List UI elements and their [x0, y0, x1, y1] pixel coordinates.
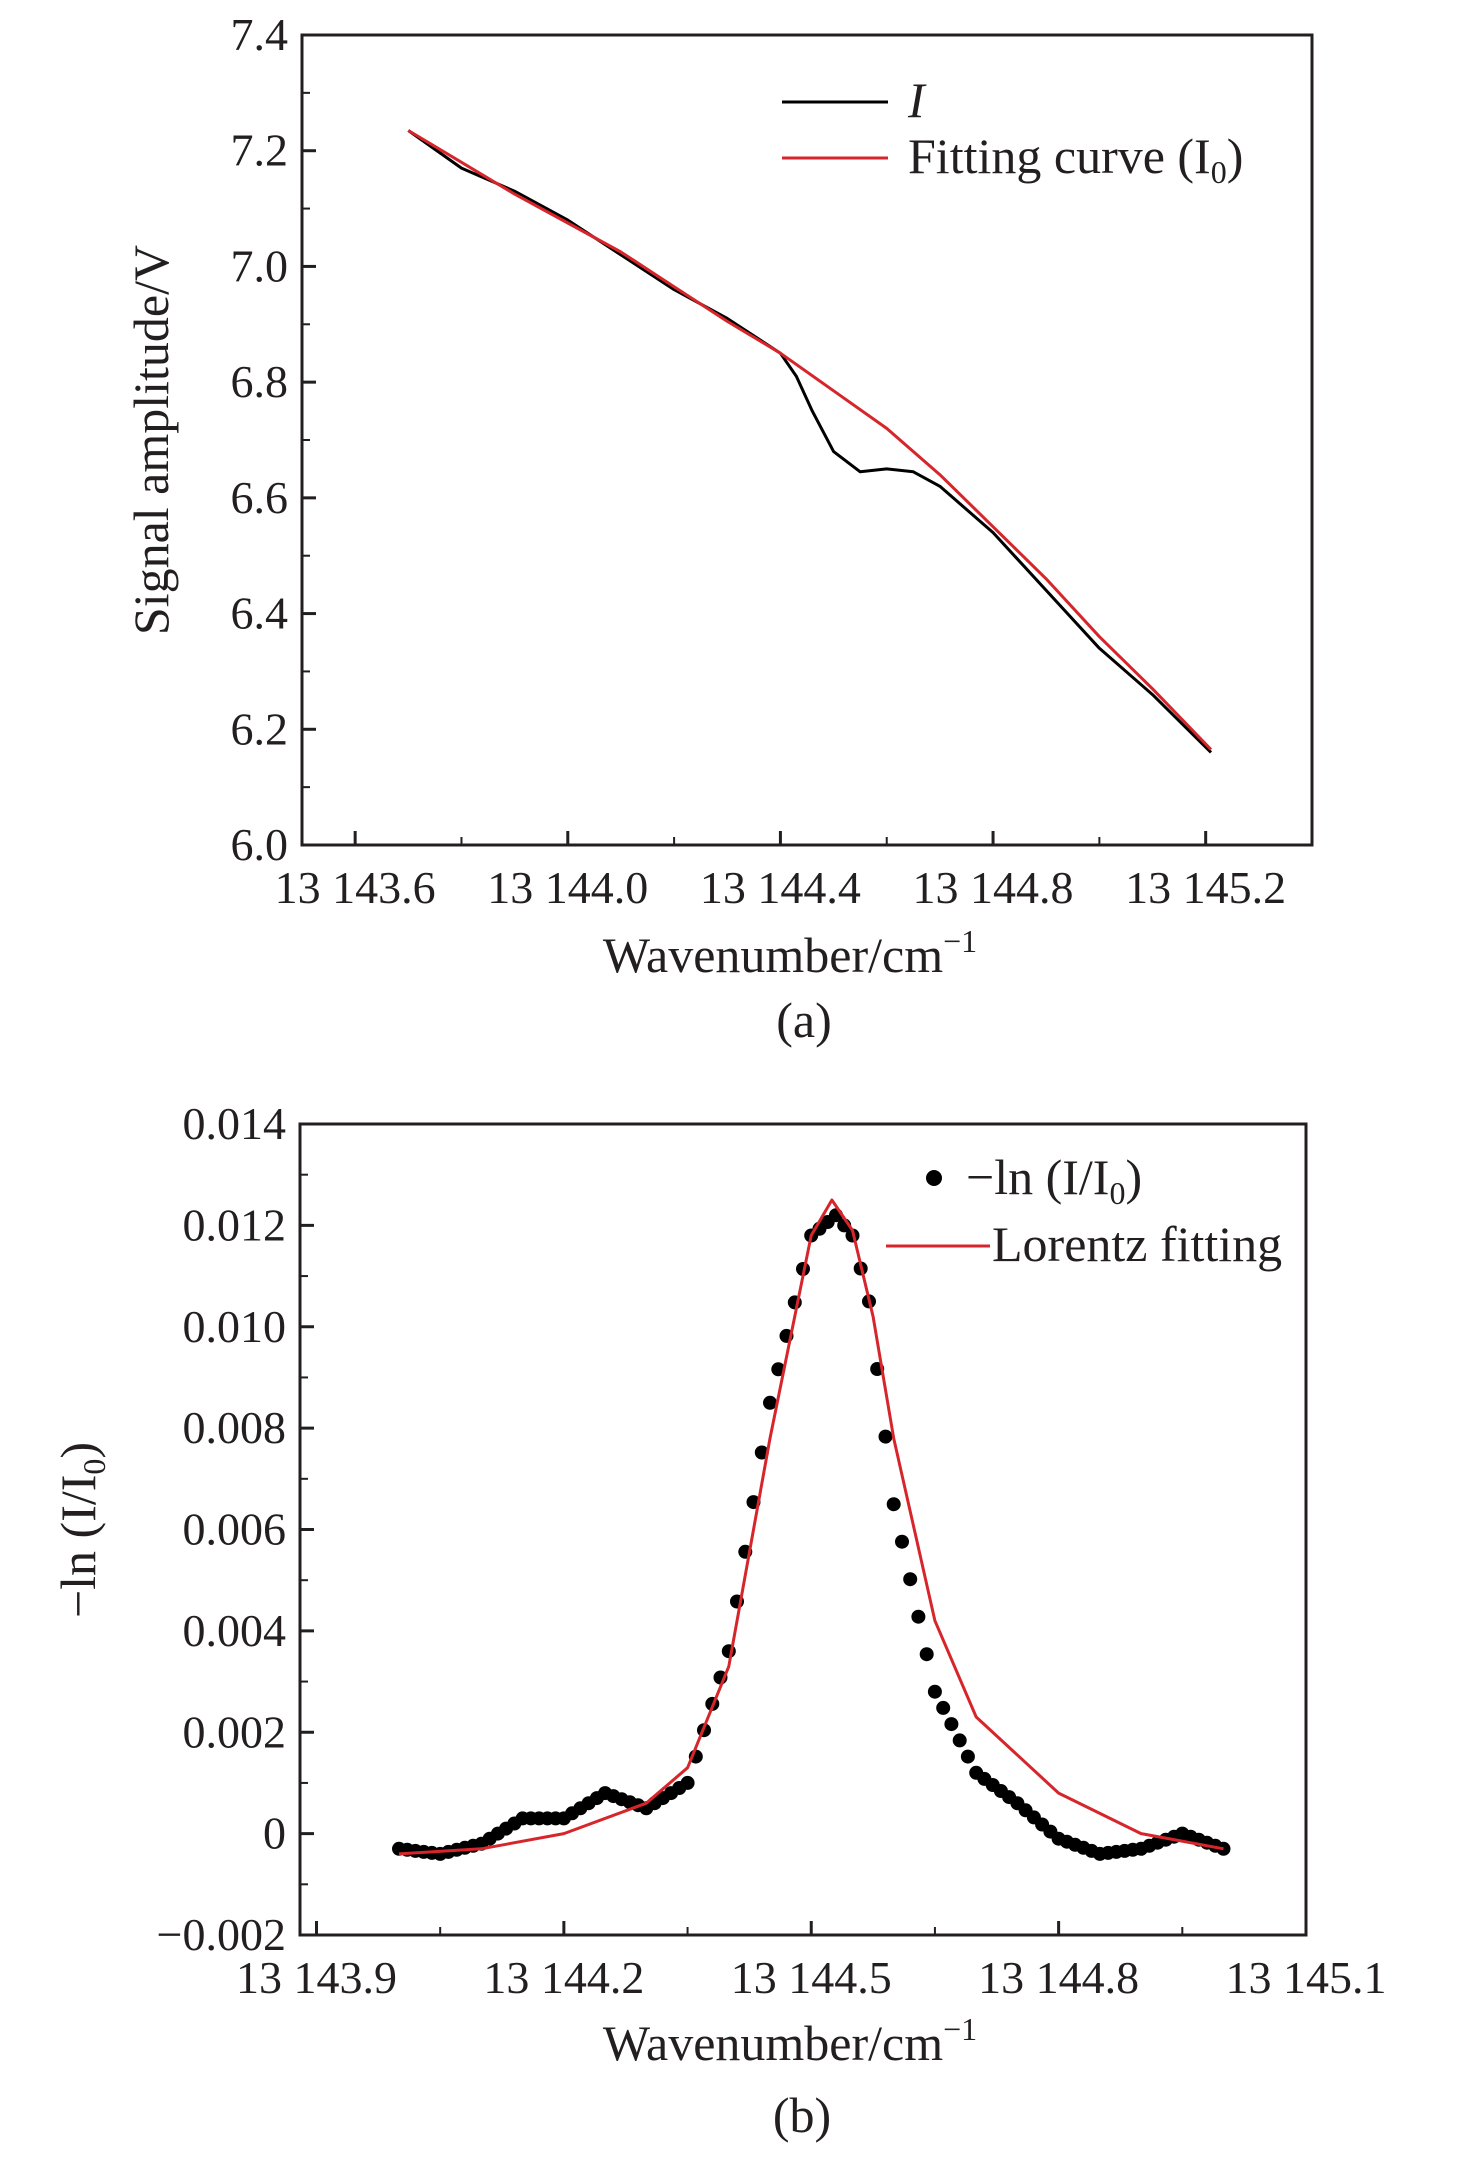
data-point-b-69 — [960, 1749, 975, 1764]
y-tick-label-a-5: 7.0 — [231, 240, 289, 291]
y-axis-title-b: −ln (I/I0) — [50, 1442, 112, 1618]
legend-label-lorentz: Lorentz fitting — [992, 1216, 1282, 1272]
y-axis-title-a: Signal amplitude/V — [123, 245, 179, 635]
x-tick-label-a-0: 13 143.6 — [275, 862, 436, 913]
x-axis-b: 13 143.9 13 144.2 13 144.5 13 144.8 13 145.1 — [236, 1921, 1387, 2003]
y-axis-a: 6.0 6.2 6.4 6.6 6.8 7.0 7.2 7.4 — [231, 9, 316, 870]
legend-b: −ln (I/I0) Lorentz fitting — [886, 1149, 1282, 1272]
x-tick-label-a-1: 13 144.0 — [487, 862, 648, 913]
x-tick-label-a-2: 13 144.4 — [700, 862, 861, 913]
x-axis-title-a: Wavenumber/cm−1 — [603, 923, 977, 983]
series-line-b-1 — [398, 1198, 1224, 1856]
x-tick-label-b-0: 13 143.9 — [236, 1952, 397, 2003]
y-tick-label-b-3: 0.004 — [183, 1605, 287, 1656]
legend-a: I Fitting curve (I0) — [782, 72, 1243, 190]
data-point-b-67 — [944, 1717, 959, 1732]
y-tick-label-b-1: 0 — [263, 1808, 286, 1859]
panel-a: 6.0 6.2 6.4 6.6 6.8 7.0 7.2 7.4 13 143.6 13 144.… — [123, 9, 1314, 1048]
y-tick-label-b-8: 0.014 — [183, 1098, 287, 1149]
legend-label-i: I — [907, 72, 927, 128]
y-tick-label-a-6: 7.2 — [231, 125, 289, 176]
y-tick-label-b-0: −0.002 — [157, 1909, 286, 1960]
series-group-b — [392, 1198, 1231, 1861]
data-point-b-65 — [927, 1684, 942, 1699]
panel-label-a: (a) — [776, 992, 832, 1048]
series-line-a-1 — [407, 129, 1213, 751]
panel-b: −0.002 0 0.002 0.004 0.006 0.008 0.010 0.012 0.0… — [50, 1098, 1387, 2143]
y-tick-label-b-2: 0.002 — [183, 1706, 287, 1757]
x-tick-label-b-2: 13 144.5 — [731, 1952, 892, 2003]
legend-label-fitting: Fitting curve (I0) — [908, 128, 1243, 190]
legend-label-dots: −ln (I/I0) — [966, 1149, 1142, 1211]
panel-label-b: (b) — [773, 2087, 831, 2143]
y-axis-b: −0.002 0 0.002 0.004 0.006 0.008 0.010 0.012 0.0… — [157, 1098, 314, 1960]
data-point-b-62 — [903, 1572, 918, 1587]
data-point-b-61 — [895, 1534, 909, 1549]
data-point-b-63 — [911, 1609, 926, 1624]
y-tick-label-b-7: 0.012 — [183, 1199, 287, 1250]
data-point-b-45 — [763, 1395, 777, 1410]
y-tick-label-b-4: 0.006 — [183, 1504, 287, 1555]
x-axis-a: 13 143.6 13 144.0 13 144.4 13 144.8 13 145.2 — [275, 831, 1286, 913]
data-point-b-35 — [680, 1775, 695, 1790]
y-tick-label-b-5: 0.008 — [183, 1402, 287, 1453]
series-group-a — [407, 129, 1213, 754]
data-point-b-59 — [878, 1429, 893, 1444]
series-line-a-0 — [407, 129, 1213, 754]
y-tick-label-a-7: 7.4 — [231, 9, 289, 60]
data-point-b-66 — [936, 1700, 951, 1715]
x-axis-title-b: Wavenumber/cm−1 — [603, 2011, 977, 2071]
data-point-b-60 — [886, 1497, 901, 1512]
legend-swatch-dots — [926, 1170, 942, 1186]
x-tick-label-b-1: 13 144.2 — [483, 1952, 644, 2003]
y-tick-label-a-3: 6.6 — [231, 472, 289, 523]
y-tick-label-b-6: 0.010 — [183, 1301, 287, 1352]
x-tick-label-b-3: 13 144.8 — [978, 1952, 1139, 2003]
x-tick-label-a-3: 13 144.8 — [913, 862, 1074, 913]
x-tick-label-a-4: 13 145.2 — [1125, 862, 1286, 913]
y-tick-label-a-4: 6.8 — [231, 356, 289, 407]
y-tick-label-a-1: 6.2 — [231, 703, 289, 754]
x-tick-label-b-4: 13 145.1 — [1226, 1952, 1387, 2003]
data-point-b-64 — [919, 1647, 934, 1662]
y-tick-label-a-0: 6.0 — [231, 819, 289, 870]
data-point-b-68 — [952, 1733, 967, 1748]
y-tick-label-a-2: 6.4 — [231, 588, 289, 639]
